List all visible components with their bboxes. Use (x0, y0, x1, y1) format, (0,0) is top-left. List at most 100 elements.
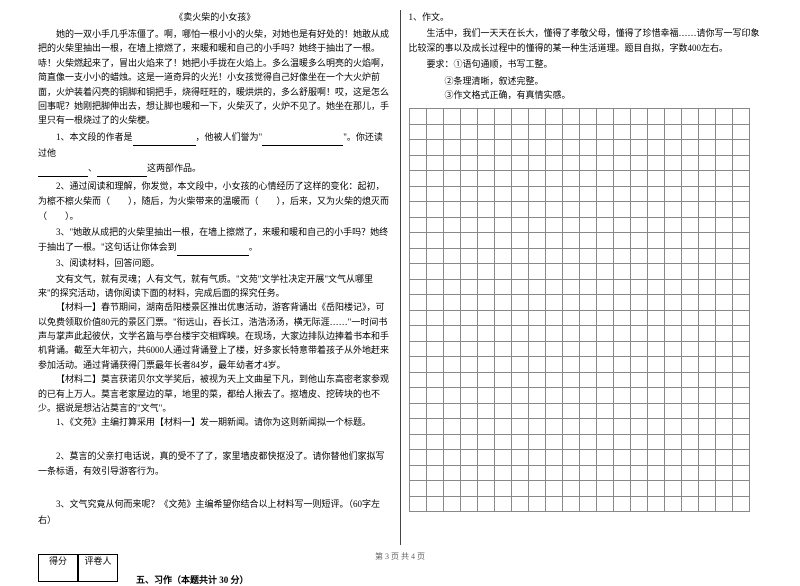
grid-cell (681, 186, 698, 202)
grid-cell (545, 124, 562, 140)
grid-cell (647, 186, 664, 202)
grid-cell (494, 155, 511, 171)
grid-cell (528, 109, 545, 125)
grid-cell (732, 419, 749, 435)
grid-cell (647, 202, 664, 218)
grid-cell (664, 481, 681, 497)
grid-cell (528, 248, 545, 264)
grid-cell (409, 481, 426, 497)
grid-cell (698, 419, 715, 435)
grid-cell (460, 372, 477, 388)
grid-cell (528, 419, 545, 435)
grid-cell (562, 341, 579, 357)
grid-cell (579, 419, 596, 435)
grid-cell (494, 434, 511, 450)
grid-cell (596, 403, 613, 419)
grid-cell (562, 310, 579, 326)
grid-cell (494, 388, 511, 404)
grid-cell (664, 124, 681, 140)
req-1: ①语句通顺，书写工整。 (454, 59, 553, 69)
grid-cell (664, 217, 681, 233)
grid-cell (409, 450, 426, 466)
grid-cell (562, 279, 579, 295)
left-column: 《卖火柴的小女孩》 她的一双小手几乎冻僵了。啊，哪怕一根小小的火柴，对她也是有好… (30, 10, 401, 545)
grid-cell (477, 186, 494, 202)
grid-cell (460, 264, 477, 280)
grid-cell (494, 217, 511, 233)
grid-cell (562, 186, 579, 202)
grid-cell (664, 202, 681, 218)
q1-text-a: 1、本文段的作者是 (56, 132, 133, 142)
grid-cell (664, 357, 681, 373)
grid-cell (681, 481, 698, 497)
grid-cell (562, 450, 579, 466)
blank (177, 240, 249, 256)
grid-cell (698, 295, 715, 311)
grid-cell (630, 140, 647, 156)
grid-cell (698, 450, 715, 466)
grid-cell (562, 496, 579, 512)
grid-cell (477, 295, 494, 311)
grid-cell (477, 248, 494, 264)
grid-cell (579, 388, 596, 404)
grid-cell (409, 403, 426, 419)
grid-cell (443, 140, 460, 156)
grid-cell (681, 264, 698, 280)
grid-cell (545, 233, 562, 249)
grid-cell (681, 279, 698, 295)
grid-cell (596, 248, 613, 264)
grid-cell (443, 357, 460, 373)
grid-cell (443, 295, 460, 311)
grid-cell (647, 450, 664, 466)
grid-cell (528, 403, 545, 419)
grid-cell (426, 310, 443, 326)
grid-cell (426, 465, 443, 481)
grid-cell (715, 233, 732, 249)
grid-cell (528, 434, 545, 450)
grid-cell (409, 202, 426, 218)
grid-cell (579, 217, 596, 233)
grid-cell (494, 465, 511, 481)
grid-cell (562, 124, 579, 140)
grid-cell (460, 186, 477, 202)
grid-cell (562, 357, 579, 373)
grid-cell (511, 310, 528, 326)
grid-cell (528, 341, 545, 357)
grid-cell (426, 295, 443, 311)
grid-cell (715, 496, 732, 512)
composition-title: 1、作文。 (409, 10, 763, 24)
grid-cell (511, 388, 528, 404)
grid-cell (545, 465, 562, 481)
grid-cell (562, 295, 579, 311)
req-2: ②条理清晰，叙述完整。 (409, 74, 763, 88)
grid-cell (681, 217, 698, 233)
grid-cell (511, 403, 528, 419)
grid-cell (698, 326, 715, 342)
grid-cell (630, 496, 647, 512)
page-container: 《卖火柴的小女孩》 她的一双小手几乎冻僵了。啊，哪怕一根小小的火柴，对她也是有好… (0, 0, 800, 565)
question-3: 3、"她敢从成把的火柴里抽出一根，在墙上擦燃了，来暖和暖和自己的小手吗？她终于抽… (38, 225, 392, 257)
grid-cell (409, 155, 426, 171)
grid-cell (732, 248, 749, 264)
grid-cell (630, 465, 647, 481)
grid-cell (511, 434, 528, 450)
requirements-label: 要求：①语句通顺，书写工整。 (409, 57, 763, 71)
grid-cell (681, 248, 698, 264)
grid-cell (664, 109, 681, 125)
grid-cell (528, 357, 545, 373)
grid-cell (732, 403, 749, 419)
grid-cell (477, 124, 494, 140)
grid-cell (596, 419, 613, 435)
grid-cell (698, 124, 715, 140)
grid-cell (511, 109, 528, 125)
grid-cell (698, 357, 715, 373)
grid-cell (579, 248, 596, 264)
grid-cell (477, 171, 494, 187)
grid-cell (613, 124, 630, 140)
material-1: 【材料一】春节期间，湖南岳阳楼景区推出优惠活动，游客背诵出《岳阳楼记》，可以免费… (38, 300, 392, 372)
grid-cell (511, 419, 528, 435)
grid-cell (460, 450, 477, 466)
grid-cell (613, 434, 630, 450)
grid-cell (545, 186, 562, 202)
read-intro: 文有文气，就有灵魂；人有文气，就有气质。"文苑"文学社决定开展"文气从哪里来"的… (38, 272, 392, 301)
